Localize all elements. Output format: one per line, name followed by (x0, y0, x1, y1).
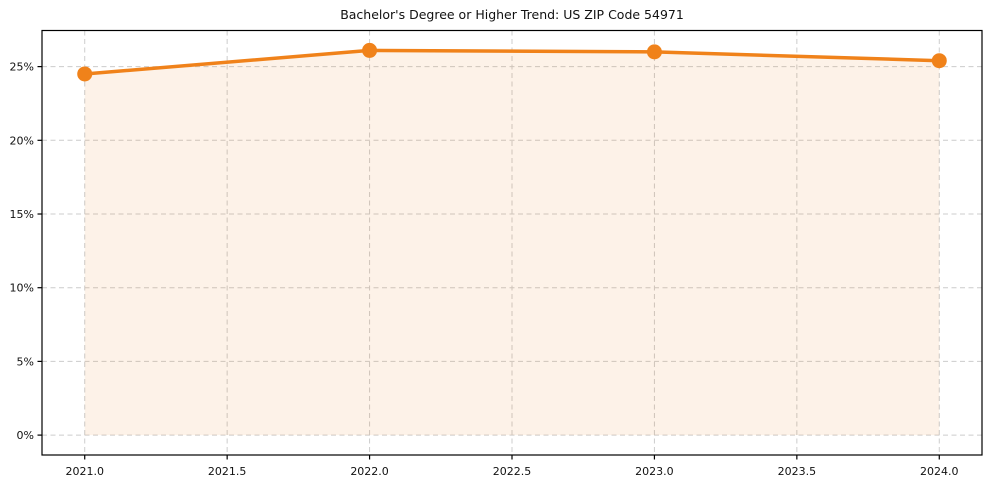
x-tick-label: 2024.0 (920, 465, 959, 478)
x-tick-label: 2022.0 (350, 465, 389, 478)
y-tick-label: 10% (10, 282, 34, 295)
trend-line (82, 48, 942, 76)
x-tick-label: 2021.5 (208, 465, 247, 478)
chart-title: Bachelor's Degree or Higher Trend: US ZI… (340, 7, 684, 22)
data-point-marker (931, 53, 947, 69)
y-tick-label: 15% (10, 208, 34, 221)
x-tick-label: 2023.0 (635, 465, 674, 478)
data-point-marker (646, 44, 662, 60)
x-tick-label: 2021.0 (65, 465, 104, 478)
data-point-marker (362, 42, 378, 58)
y-tick-label: 0% (17, 429, 34, 442)
area-fill (84, 50, 940, 436)
x-tick-label: 2023.5 (778, 465, 817, 478)
y-tick-label: 5% (17, 355, 34, 368)
y-tick-label: 25% (10, 61, 34, 74)
y-tick-label: 20% (10, 134, 34, 147)
x-tick-label: 2022.5 (493, 465, 532, 478)
data-point-marker (77, 66, 93, 82)
